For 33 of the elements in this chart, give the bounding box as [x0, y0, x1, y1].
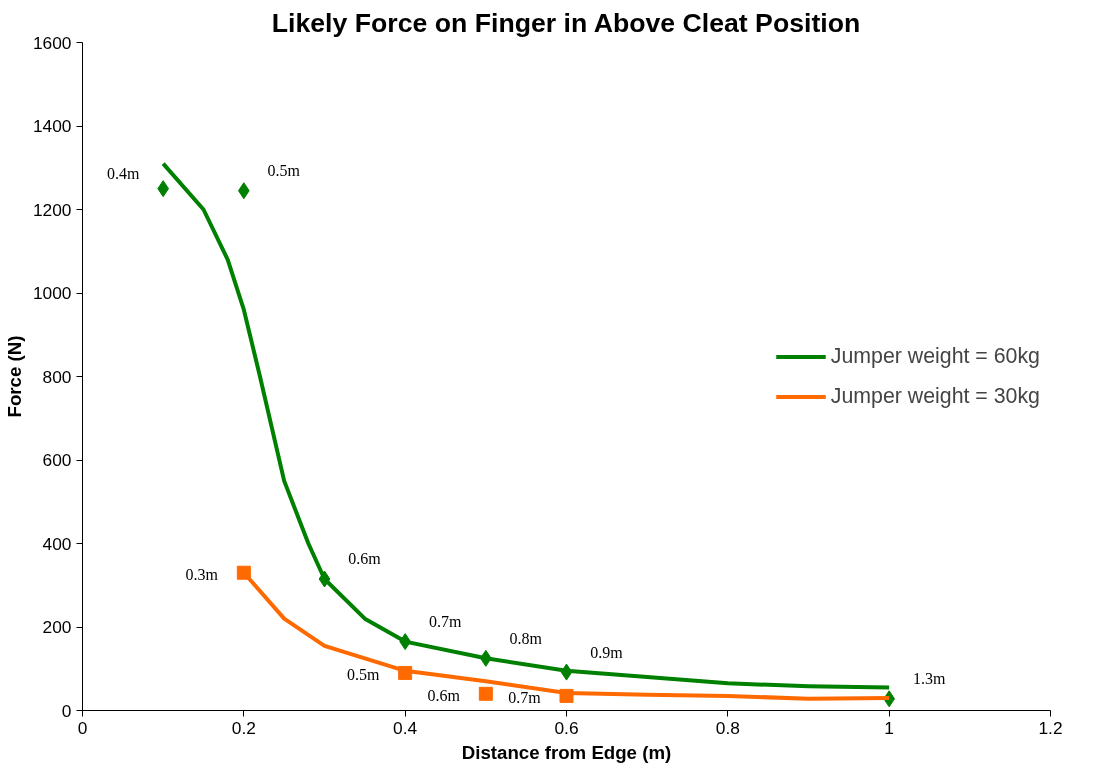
x-tick-label: 0.4	[393, 717, 418, 738]
y-tick-label: 1200	[32, 199, 72, 220]
y-tick-label: 200	[42, 617, 72, 637]
annotation: 0.6m	[348, 550, 382, 568]
legend-label: Jumper weight = 30kg	[830, 383, 1040, 409]
y-tick-label: 800	[42, 366, 72, 387]
point	[478, 686, 493, 701]
y-tick-label: 0	[61, 700, 72, 721]
x-tick-label: 0	[77, 717, 88, 738]
y-axis-title: Force (N)	[3, 335, 25, 418]
x-tick-label: 1.2	[1038, 717, 1063, 738]
x-axis-title: Distance from Edge (m)	[461, 741, 672, 763]
annotation: 0.7m	[428, 613, 462, 631]
x-tick-label: 0.8	[715, 717, 740, 738]
annotation: 0.5m	[267, 162, 301, 180]
y-tick-label: 600	[42, 450, 72, 470]
annotation: 0.7m	[508, 689, 542, 707]
y-tick-label: 1600	[32, 32, 72, 53]
x-tick-label: 1	[884, 717, 894, 738]
y-tick-label: 1000	[32, 283, 72, 303]
chart-title: Likely Force on Finger in Above Cleat Position	[271, 7, 861, 38]
annotation: 0.3m	[185, 566, 219, 584]
y-tick-label: 1400	[32, 116, 72, 136]
y-tick-label: 400	[42, 533, 72, 554]
x-tick-label: 0.2	[231, 717, 256, 738]
x-tick-label: 0.6	[554, 717, 579, 738]
annotation: 0.9m	[590, 643, 624, 661]
annotation: 0.8m	[509, 629, 543, 647]
annotation: 0.5m	[346, 666, 380, 684]
annotation: 0.4m	[106, 165, 140, 183]
legend-label: Jumper weight = 60kg	[830, 343, 1040, 369]
annotation: 1.3m	[912, 670, 946, 688]
annotation: 0.6m	[427, 687, 461, 705]
